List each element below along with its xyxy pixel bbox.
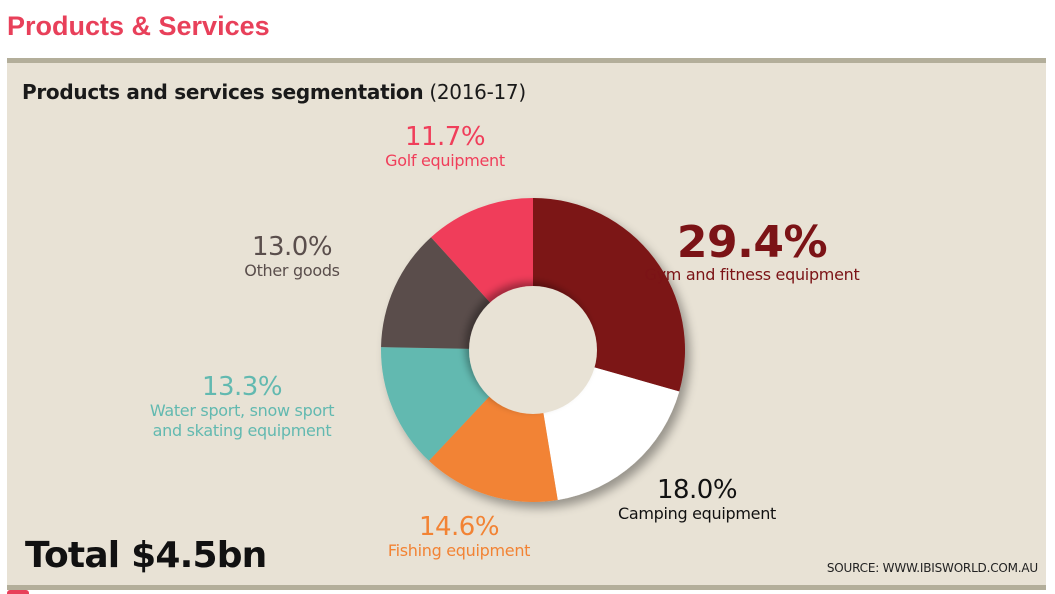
segment-name-other: Other goods (244, 261, 340, 280)
segment-value-water-sport: 13.3% (201, 372, 283, 402)
segment-name-water-sport-line1: Water sport, snow sport (149, 401, 335, 420)
segment-value-golf: 11.7% (404, 122, 486, 152)
segment-label-golf: 11.7% Golf equipment (385, 123, 505, 171)
segment-value-gym: 29.4% (676, 217, 828, 268)
chart-panel: Products and services segmentation (2016… (7, 58, 1046, 590)
segment-name-fishing: Fishing equipment (387, 541, 531, 560)
segment-value-other: 13.0% (251, 232, 333, 262)
segment-label-gym: 29.4% Gym and fitness equipment (645, 221, 860, 285)
donut-chart (381, 198, 686, 502)
segment-label-fishing: 14.6% Fishing equipment (387, 512, 531, 561)
segment-name-golf: Golf equipment (385, 151, 505, 170)
total-value: Total $4.5bn (25, 535, 267, 576)
next-section-marker (7, 590, 29, 594)
chart-title: Products and services segmentation (2016… (22, 80, 526, 104)
segment-name-gym: Gym and fitness equipment (644, 265, 860, 284)
segment-value-fishing: 14.6% (418, 512, 500, 542)
segment-label-camping: 18.0% Camping equipment (618, 476, 776, 524)
segment-label-other: 13.0% Other goods (244, 232, 340, 281)
chart-title-main: Products and services segmentation (22, 80, 424, 104)
donut-hole (469, 286, 597, 414)
segment-name-water-sport-line2: and skating equipment (152, 421, 332, 440)
segment-label-water-sport: 13.3% Water sport, snow sport and skatin… (149, 372, 335, 441)
chart-title-period: (2016-17) (429, 80, 526, 104)
page-heading: Products & Services (7, 11, 270, 41)
segment-name-camping: Camping equipment (617, 504, 777, 523)
source-credit: SOURCE: WWW.IBISWORLD.COM.AU (826, 561, 1038, 575)
segment-value-camping: 18.0% (656, 475, 738, 505)
